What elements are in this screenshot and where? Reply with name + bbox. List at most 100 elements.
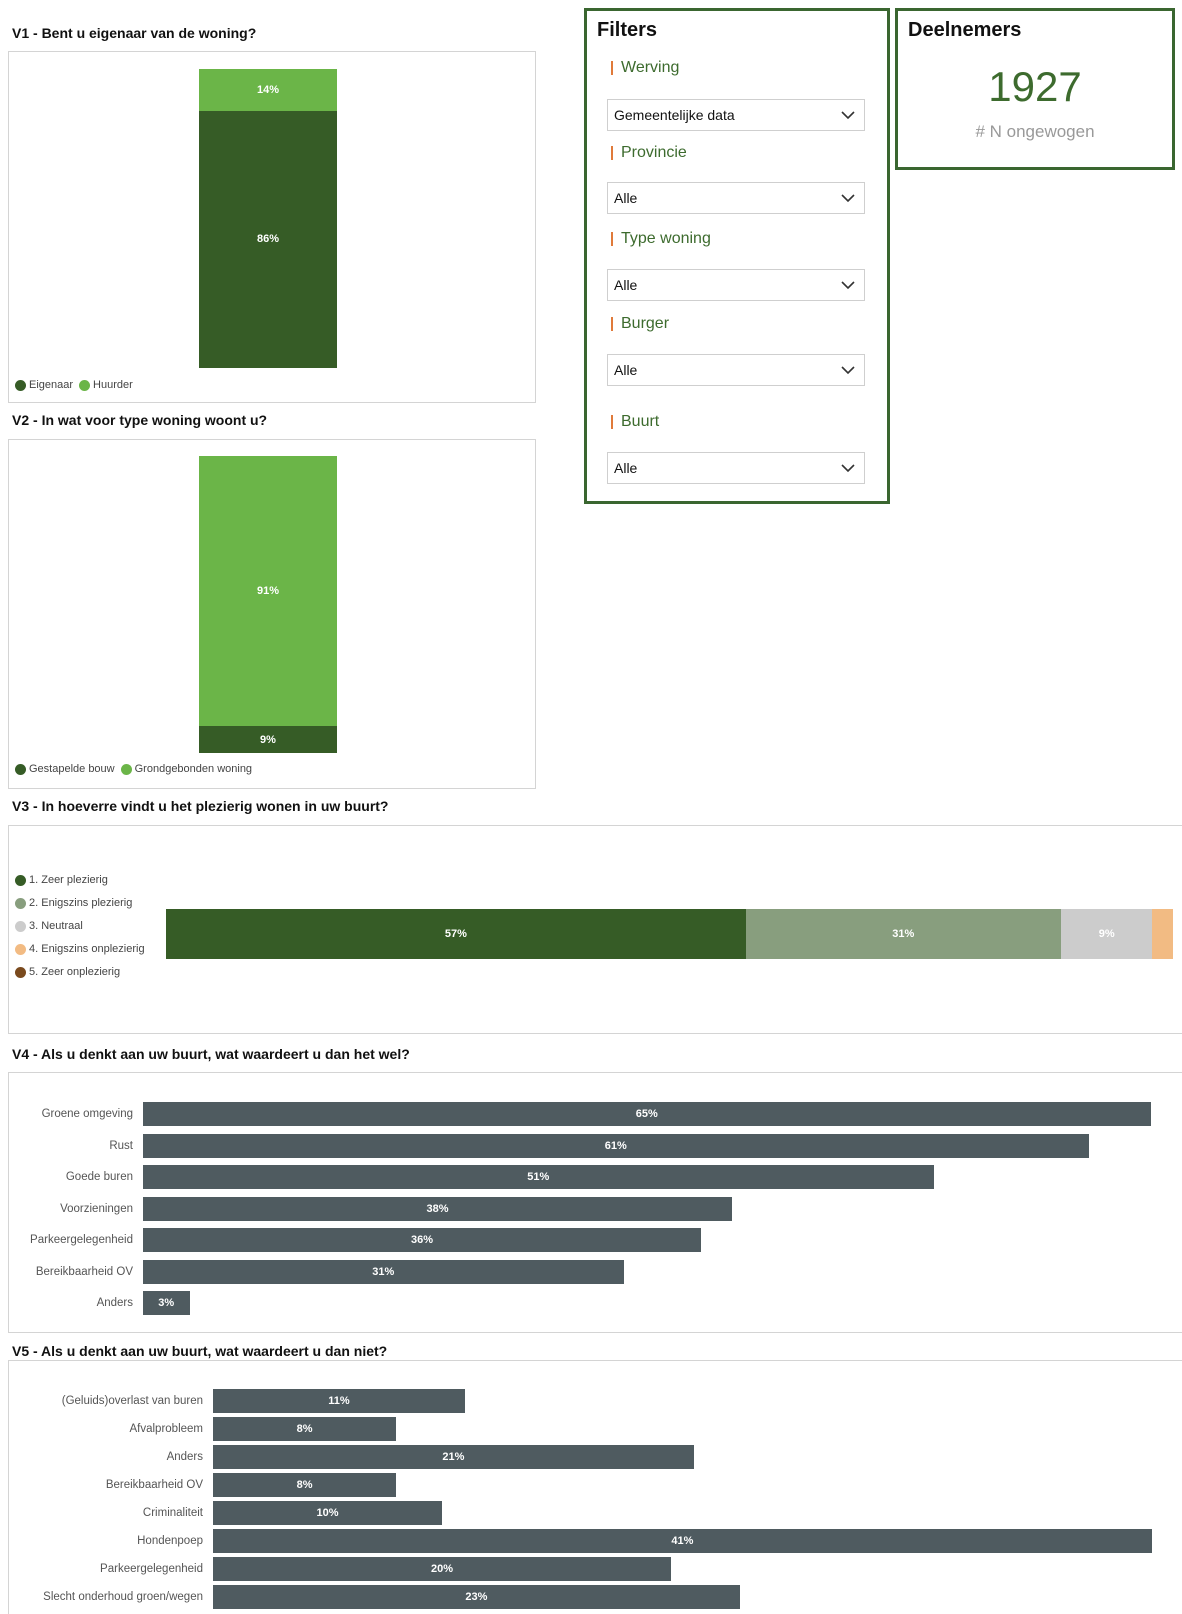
filter-label-burger: Burger xyxy=(611,315,669,333)
filter-dropdown-burger[interactable]: Alle xyxy=(607,354,865,386)
v2-title: V2 - In wat voor type woning woont u? xyxy=(12,412,268,428)
bar-row: Parkeergelegenheid 20% xyxy=(9,1557,1182,1581)
bar: 65% xyxy=(143,1102,1151,1126)
v3-segment: 57% xyxy=(166,909,746,959)
legend-item: Eigenaar xyxy=(15,379,73,391)
chevron-down-icon[interactable] xyxy=(840,460,856,476)
filter-dropdown-type-woning[interactable]: Alle xyxy=(607,269,865,301)
bar: 31% xyxy=(143,1259,624,1284)
bar-row: Anders 21% xyxy=(9,1445,1182,1469)
v4-bars: Groene omgeving 65% Rust 61% Goede buren 51% V… xyxy=(9,1073,1182,1332)
legend-item: 4. Enigszins onplezierig xyxy=(15,943,145,955)
bar-label: Anders xyxy=(166,1451,203,1463)
filter-label-provincie: Provincie xyxy=(611,144,687,162)
chevron-down-icon[interactable] xyxy=(840,107,856,123)
filter-label-marker xyxy=(611,232,613,246)
legend-dot xyxy=(15,763,26,775)
filter-label-werving: Werving xyxy=(611,59,679,77)
legend-item: Grondgebonden woning xyxy=(120,763,253,775)
legend-label: Eigenaar xyxy=(29,379,74,391)
participant-count: 1927 xyxy=(988,63,1082,110)
v1-legend: Eigenaar Huurder xyxy=(15,379,133,391)
bar-row: Bereikbaarheid OV 8% xyxy=(9,1473,1182,1497)
v3-segment: 31% xyxy=(745,909,1061,959)
legend-dot xyxy=(15,943,26,955)
filter-dropdown-provincie[interactable]: Alle xyxy=(607,182,865,214)
v1-chart: 14% 86% Eigenaar Huurder xyxy=(8,51,536,403)
bar: 20% xyxy=(213,1557,671,1581)
v2-legend: Gestapelde bouw Grondgebonden woning xyxy=(15,763,252,775)
v5-title: V5 - Als u denkt aan uw buurt, wat waard… xyxy=(12,1343,388,1359)
bar: 41% xyxy=(213,1529,1152,1553)
participant-caption: # N ongewogen xyxy=(975,122,1095,141)
bar: 21% xyxy=(213,1445,694,1469)
bar-label: Groene omgeving xyxy=(41,1108,133,1120)
v1-segment: 14% xyxy=(199,69,337,111)
legend-dot xyxy=(15,897,26,909)
filter-label-text: Werving xyxy=(621,59,680,76)
legend-label: 5. Zeer onplezierig xyxy=(29,966,121,978)
bar-row: Hondenpoep 41% xyxy=(9,1529,1182,1553)
filter-label-buurt: Buurt xyxy=(611,413,659,431)
bar-label: Parkeergelegenheid xyxy=(100,1563,203,1575)
chevron-down-icon[interactable] xyxy=(840,362,856,378)
filters-title: Filters xyxy=(597,19,658,41)
chevron-down-icon[interactable] xyxy=(840,277,856,293)
legend-item: 5. Zeer onplezierig xyxy=(15,966,145,978)
bar: 36% xyxy=(143,1228,701,1252)
bar-row: Criminaliteit 10% xyxy=(9,1501,1182,1525)
bar-label: Slecht onderhoud groen/wegen xyxy=(43,1591,203,1603)
dropdown-value: Gemeentelijke data xyxy=(614,107,735,123)
bar-row: Goede buren 51% xyxy=(9,1165,1182,1189)
bar-row: Groene omgeving 65% xyxy=(9,1102,1182,1126)
v2-chart: 91% 9% Gestapelde bouw Grondgebonden wonin… xyxy=(8,439,536,789)
v3-stacked-bar: 57% 31% 9% xyxy=(166,909,1182,959)
bar-row: Bereikbaarheid OV 31% xyxy=(9,1259,1182,1284)
dropdown-value: Alle xyxy=(614,277,638,293)
v1-segment: 86% xyxy=(199,110,337,368)
bar-row: Afvalprobleem 8% xyxy=(9,1417,1182,1441)
bar-label: Afvalprobleem xyxy=(129,1423,203,1435)
v1-stacked-bar: 14% 86% xyxy=(199,69,337,368)
bar: 10% xyxy=(213,1501,442,1525)
filter-label-text: Type woning xyxy=(621,230,711,247)
filter-dropdown-werving[interactable]: Gemeentelijke data xyxy=(607,99,865,131)
v3-segment: 9% xyxy=(1060,909,1153,959)
bar-row: Slecht onderhoud groen/wegen 23% xyxy=(9,1585,1182,1609)
filters-panel: Filters Werving Gemeentelijke data Provinc… xyxy=(584,8,890,504)
v4-chart: Groene omgeving 65% Rust 61% Goede buren 51% V… xyxy=(8,1072,1182,1333)
dropdown-value: Alle xyxy=(614,460,638,476)
filter-label-text: Burger xyxy=(621,315,670,332)
v3-legend: 1. Zeer plezierig 2. Enigszins plezierig 3… xyxy=(15,874,145,978)
legend-label: 1. Zeer plezierig xyxy=(29,874,108,886)
bar-label: Hondenpoep xyxy=(137,1535,203,1547)
bar-label: Criminaliteit xyxy=(142,1507,203,1519)
legend-label: 2. Enigszins plezierig xyxy=(29,897,133,909)
chevron-down-icon[interactable] xyxy=(840,190,856,206)
deelnemers-card: Deelnemers 1927 # N ongewogen xyxy=(895,8,1175,170)
bar: 38% xyxy=(143,1196,732,1221)
bar-label: Rust xyxy=(109,1139,133,1152)
legend-item: Huurder xyxy=(79,379,133,391)
deelnemers-title: Deelnemers xyxy=(908,19,1022,41)
legend-label: Grondgebonden woning xyxy=(134,763,253,775)
bar: 61% xyxy=(143,1133,1089,1158)
legend-dot xyxy=(15,920,26,932)
v3-title: V3 - In hoeverre vindt u het plezierig w… xyxy=(12,798,389,814)
filter-label-marker xyxy=(611,415,613,429)
v3-segment xyxy=(1152,909,1173,959)
filter-dropdown-buurt[interactable]: Alle xyxy=(607,452,865,484)
legend-label: 4. Enigszins onplezierig xyxy=(29,943,145,955)
filter-label-type-woning: Type woning xyxy=(611,230,711,248)
filter-label-marker xyxy=(611,146,613,160)
legend-label: Huurder xyxy=(93,379,133,391)
bar-row: Rust 61% xyxy=(9,1133,1182,1158)
bar-row: Anders 3% xyxy=(9,1291,1182,1315)
filter-label-text: Buurt xyxy=(621,413,660,430)
v3-chart: 1. Zeer plezierig 2. Enigszins plezierig 3… xyxy=(8,825,1182,1034)
dropdown-value: Alle xyxy=(614,362,638,378)
v2-segment: 91% xyxy=(199,456,337,727)
filter-label-marker xyxy=(611,317,613,331)
legend-dot xyxy=(15,379,26,391)
v2-stacked-bar: 91% 9% xyxy=(199,456,337,753)
